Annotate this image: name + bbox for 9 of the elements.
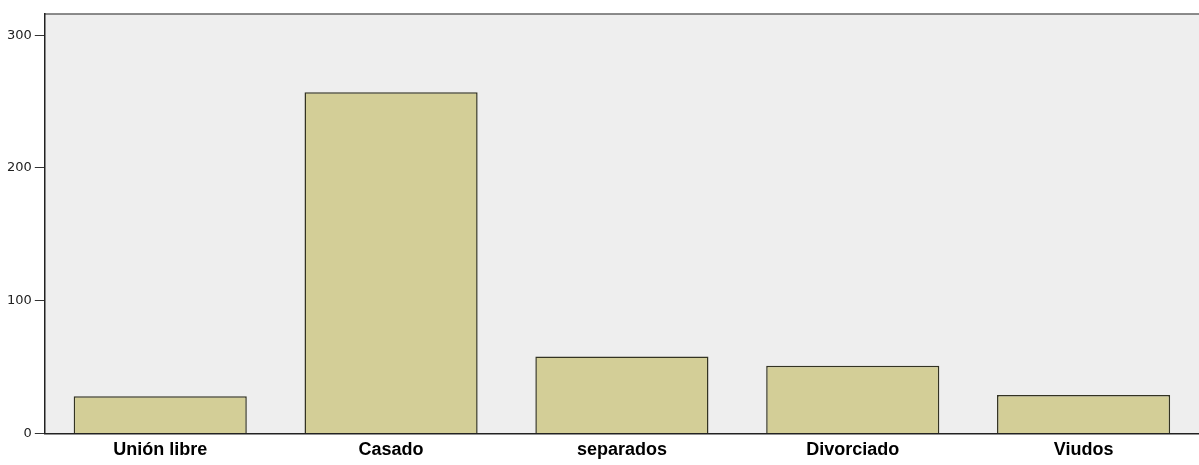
y-tick-label: 200 xyxy=(6,159,32,175)
y-tick-label: 100 xyxy=(6,292,32,308)
x-tick-label: separados xyxy=(576,439,667,460)
x-tick-label: Unión libre xyxy=(113,439,208,460)
x-tick-label: Casado xyxy=(358,439,424,460)
x-tick-label: Viudos xyxy=(1053,439,1114,460)
y-tick-label: 0 xyxy=(23,424,32,440)
x-tick-label: Divorciado xyxy=(806,439,900,460)
y-tick-label: 300 xyxy=(6,26,32,42)
